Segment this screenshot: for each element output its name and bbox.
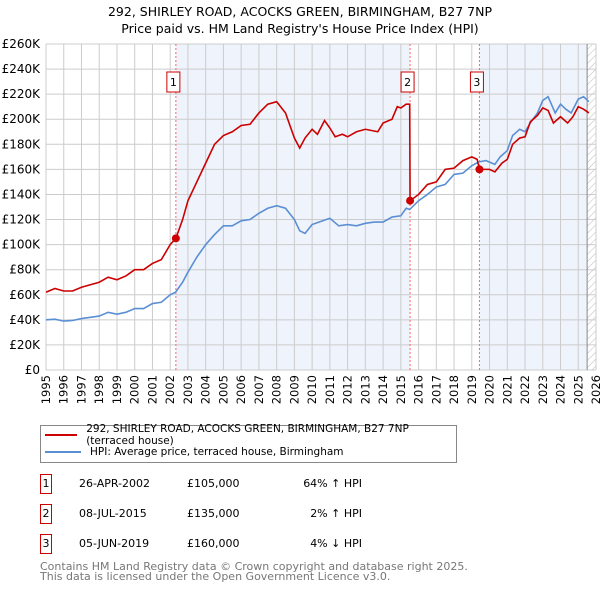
sale-number: 2 xyxy=(40,504,52,524)
y-tick-label: £220K xyxy=(2,87,42,101)
forecast-hatch xyxy=(587,44,596,370)
sale-date: 08-JUL-2015 xyxy=(79,507,147,520)
y-tick-label: £80K xyxy=(9,263,41,277)
x-tick-label: 2010 xyxy=(305,375,319,404)
y-tick-label: £60K xyxy=(9,288,41,302)
sale-label: 1 xyxy=(170,76,177,89)
x-tick-label: 1997 xyxy=(74,375,88,404)
x-tick-label: 2013 xyxy=(358,375,372,404)
legend-swatch-blue xyxy=(45,451,81,453)
chart-title: 292, SHIRLEY ROAD, ACOCKS GREEN, BIRMING… xyxy=(107,4,493,19)
y-tick-label: £140K xyxy=(2,187,42,201)
y-tick-label: £20K xyxy=(9,338,41,352)
x-tick-label: 2008 xyxy=(270,375,284,404)
x-tick-label: 2021 xyxy=(500,375,514,404)
y-tick-label: £180K xyxy=(2,137,42,151)
shade-period-3 xyxy=(479,44,588,370)
legend-item-hpi: HPI: Average price, terraced house, Birm… xyxy=(45,444,344,460)
x-tick-label: 2023 xyxy=(536,375,550,404)
legend-swatch-red xyxy=(45,434,78,436)
sale-number: 1 xyxy=(40,474,52,494)
sale-label: 3 xyxy=(473,76,480,89)
footer-licence: This data is licensed under the Open Gov… xyxy=(40,570,391,583)
x-tick-label: 2024 xyxy=(554,375,568,404)
plot-area: 1995 1996 1997 1998 1999 2000 2001 2002 2003 2004… xyxy=(2,37,600,404)
x-tick-label: 2020 xyxy=(483,375,497,404)
chart-subtitle: Price paid vs. HM Land Registry's House … xyxy=(121,21,479,36)
y-tick-label: £160K xyxy=(2,162,42,176)
x-tick-label: 2006 xyxy=(234,375,248,404)
y-tick-label: £40K xyxy=(9,313,41,327)
x-tick-label: 1999 xyxy=(110,375,124,404)
sale-hpi-diff: 2% ↑ HPI xyxy=(310,507,362,520)
x-tick-label: 2003 xyxy=(181,375,195,404)
sale-price: £135,000 xyxy=(187,507,240,520)
x-tick-label: 2019 xyxy=(465,375,479,404)
x-tick-label: 2004 xyxy=(199,375,213,404)
x-tick-label: 2025 xyxy=(571,375,585,404)
x-tick-label: 2016 xyxy=(412,375,426,404)
legend-item-property: 292, SHIRLEY ROAD, ACOCKS GREEN, BIRMING… xyxy=(45,423,456,447)
sale-label: 2 xyxy=(404,76,411,89)
y-tick-label: £240K xyxy=(2,62,42,76)
y-tick-label: £100K xyxy=(2,238,42,252)
x-tick-label: 1996 xyxy=(57,375,71,404)
y-tick-label: £120K xyxy=(2,213,42,227)
sale-hpi-diff: 64% ↑ HPI xyxy=(303,477,362,490)
x-tick-label: 2015 xyxy=(394,375,408,404)
x-tick-label: 2007 xyxy=(252,375,266,404)
x-tick-label: 2009 xyxy=(287,375,301,404)
sale-label-box xyxy=(166,71,181,93)
x-tick-label: 2002 xyxy=(163,375,177,404)
sale-point xyxy=(406,196,415,205)
sale-price: £105,000 xyxy=(187,477,240,490)
y-tick-label: £200K xyxy=(2,112,42,126)
sale-point xyxy=(475,165,484,174)
x-tick-label: 1995 xyxy=(39,375,53,404)
sale-number: 3 xyxy=(40,534,52,554)
x-tick-label: 2026 xyxy=(589,375,600,404)
x-tick-label: 2011 xyxy=(323,375,337,404)
x-tick-label: 2017 xyxy=(429,375,443,404)
sale-price: £160,000 xyxy=(187,537,240,550)
sale-date: 05-JUN-2019 xyxy=(79,537,150,550)
series-line xyxy=(45,100,590,293)
x-tick-label: 2014 xyxy=(376,375,390,404)
x-tick-label: 2005 xyxy=(216,375,230,404)
sale-date: 26-APR-2002 xyxy=(79,477,151,490)
x-tick-label: 2022 xyxy=(518,375,532,404)
x-tick-label: 2012 xyxy=(341,375,355,404)
footer-copyright: Contains HM Land Registry data © Crown c… xyxy=(40,560,468,573)
legend: 292, SHIRLEY ROAD, ACOCKS GREEN, BIRMING… xyxy=(40,423,457,463)
x-tick-label: 2018 xyxy=(447,375,461,404)
legend-label: 292, SHIRLEY ROAD, ACOCKS GREEN, BIRMING… xyxy=(86,423,409,447)
sale-label-box xyxy=(400,71,415,93)
y-tick-label: £260K xyxy=(2,37,42,51)
sale-point xyxy=(171,234,180,243)
x-tick-label: 1998 xyxy=(92,375,106,404)
legend-label: HPI: Average price, terraced house, Birm… xyxy=(90,446,344,458)
shade-period-1 xyxy=(175,44,411,370)
x-tick-label: 2000 xyxy=(128,375,142,404)
y-tick-label: £0 xyxy=(25,363,40,377)
sale-label-box xyxy=(469,71,484,93)
sale-hpi-diff: 4% ↓ HPI xyxy=(310,537,362,550)
x-tick-label: 2001 xyxy=(145,375,159,404)
series-line xyxy=(45,95,590,322)
